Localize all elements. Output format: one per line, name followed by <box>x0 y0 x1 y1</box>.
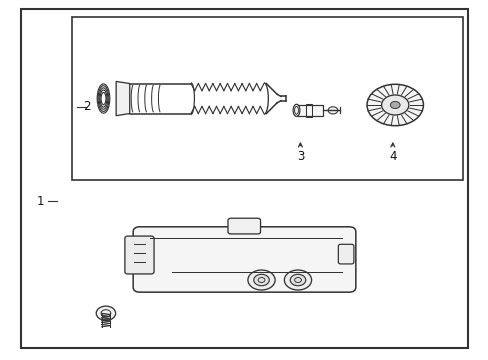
FancyBboxPatch shape <box>227 218 260 234</box>
Circle shape <box>289 274 305 286</box>
Text: 2: 2 <box>82 100 90 113</box>
Bar <box>72 18 462 180</box>
Text: 3: 3 <box>296 150 304 163</box>
Ellipse shape <box>292 104 299 116</box>
Circle shape <box>327 107 337 114</box>
FancyBboxPatch shape <box>133 227 355 292</box>
Circle shape <box>389 102 399 109</box>
Circle shape <box>284 270 311 290</box>
Circle shape <box>253 274 269 286</box>
Circle shape <box>247 270 275 290</box>
Circle shape <box>96 306 116 320</box>
Polygon shape <box>116 81 129 116</box>
Text: 1: 1 <box>37 195 44 208</box>
Circle shape <box>366 84 423 126</box>
Bar <box>305 104 311 117</box>
Bar <box>296 105 323 116</box>
FancyBboxPatch shape <box>124 236 154 274</box>
Circle shape <box>381 95 408 115</box>
Text: 4: 4 <box>388 150 396 163</box>
FancyBboxPatch shape <box>338 244 353 264</box>
